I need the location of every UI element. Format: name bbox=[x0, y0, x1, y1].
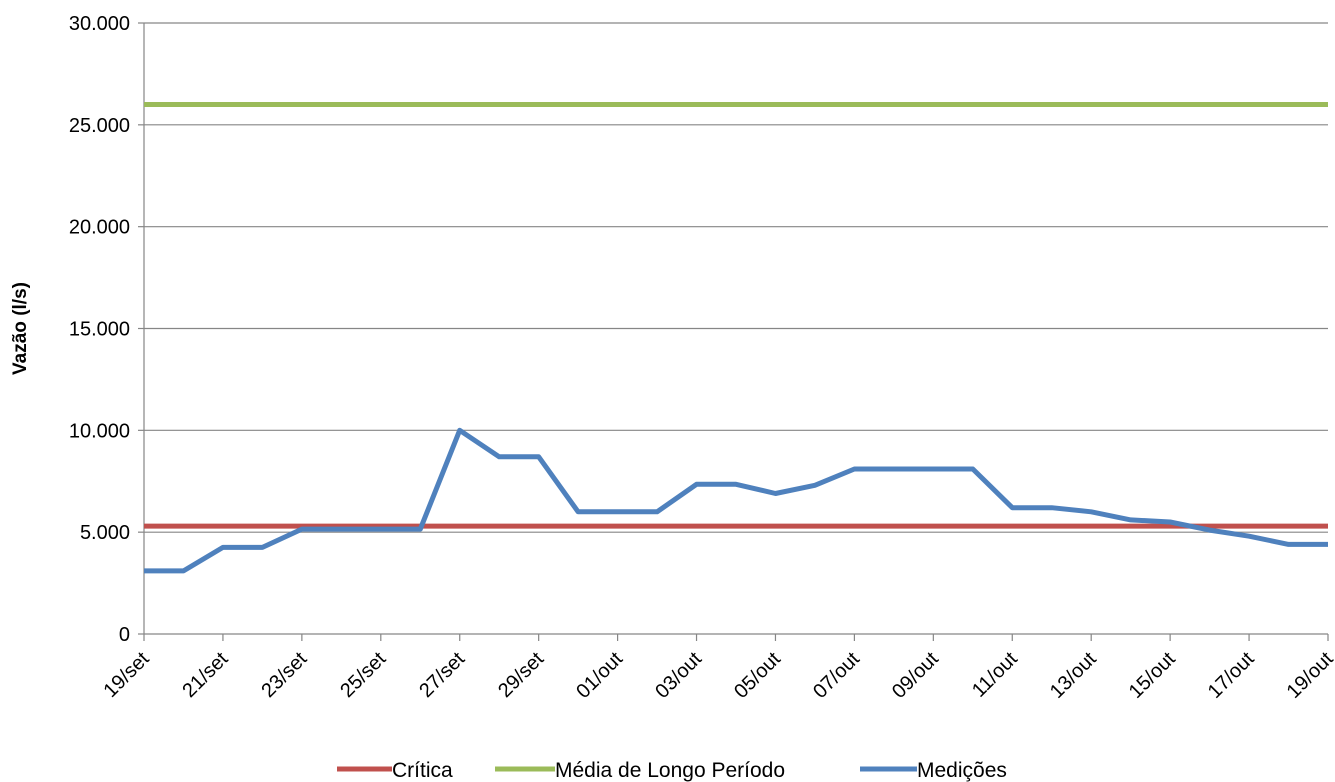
y-tick-label: 5.000 bbox=[80, 522, 130, 544]
x-tick-label: 03/out bbox=[651, 648, 706, 703]
legend-label: Crítica bbox=[392, 759, 453, 782]
x-tick-label: 29/set bbox=[494, 648, 548, 702]
legend-label: Medições bbox=[917, 759, 1007, 782]
y-tick-label: 0 bbox=[119, 624, 130, 646]
legend-label: Média de Longo Período bbox=[555, 759, 785, 782]
y-tick-label: 10.000 bbox=[69, 420, 130, 442]
x-tick-label: 01/out bbox=[572, 648, 627, 703]
x-tick-label: 25/set bbox=[336, 648, 390, 702]
x-axis-tick-labels: 19/set 21/set 23/set 25/set 27/set 29/set 01/o… bbox=[99, 648, 1335, 703]
x-tick-label: 15/out bbox=[1125, 648, 1180, 703]
x-tick-label: 21/set bbox=[178, 648, 232, 702]
axes bbox=[138, 23, 1328, 641]
x-tick-label: 19/set bbox=[99, 648, 153, 702]
y-tick-label: 25.000 bbox=[69, 115, 130, 137]
x-tick-label: 11/out bbox=[968, 648, 1022, 702]
gridlines bbox=[144, 23, 1328, 532]
y-axis-title: Vazão (l/s) bbox=[10, 282, 31, 375]
y-tick-label: 15.000 bbox=[69, 319, 130, 341]
y-axis-tick-labels: 0 5.000 10.000 15.000 20.000 25.000 30.000 bbox=[69, 13, 130, 646]
x-tick-label: 19/out bbox=[1283, 648, 1335, 703]
x-tick-label: 09/out bbox=[888, 648, 943, 703]
x-tick-label: 07/out bbox=[809, 648, 864, 703]
x-tick-label: 13/out bbox=[1046, 648, 1101, 703]
y-tick-label: 30.000 bbox=[69, 13, 130, 35]
x-tick-label: 23/set bbox=[257, 648, 311, 702]
series-line-2 bbox=[144, 430, 1328, 571]
x-tick-label: 27/set bbox=[415, 648, 469, 702]
x-tick-label: 17/out bbox=[1204, 648, 1259, 703]
legend: Crítica Média de Longo Período Medições bbox=[337, 759, 1007, 782]
series-lines bbox=[144, 105, 1328, 571]
y-tick-label: 20.000 bbox=[69, 217, 130, 239]
x-tick-label: 05/out bbox=[730, 648, 785, 703]
